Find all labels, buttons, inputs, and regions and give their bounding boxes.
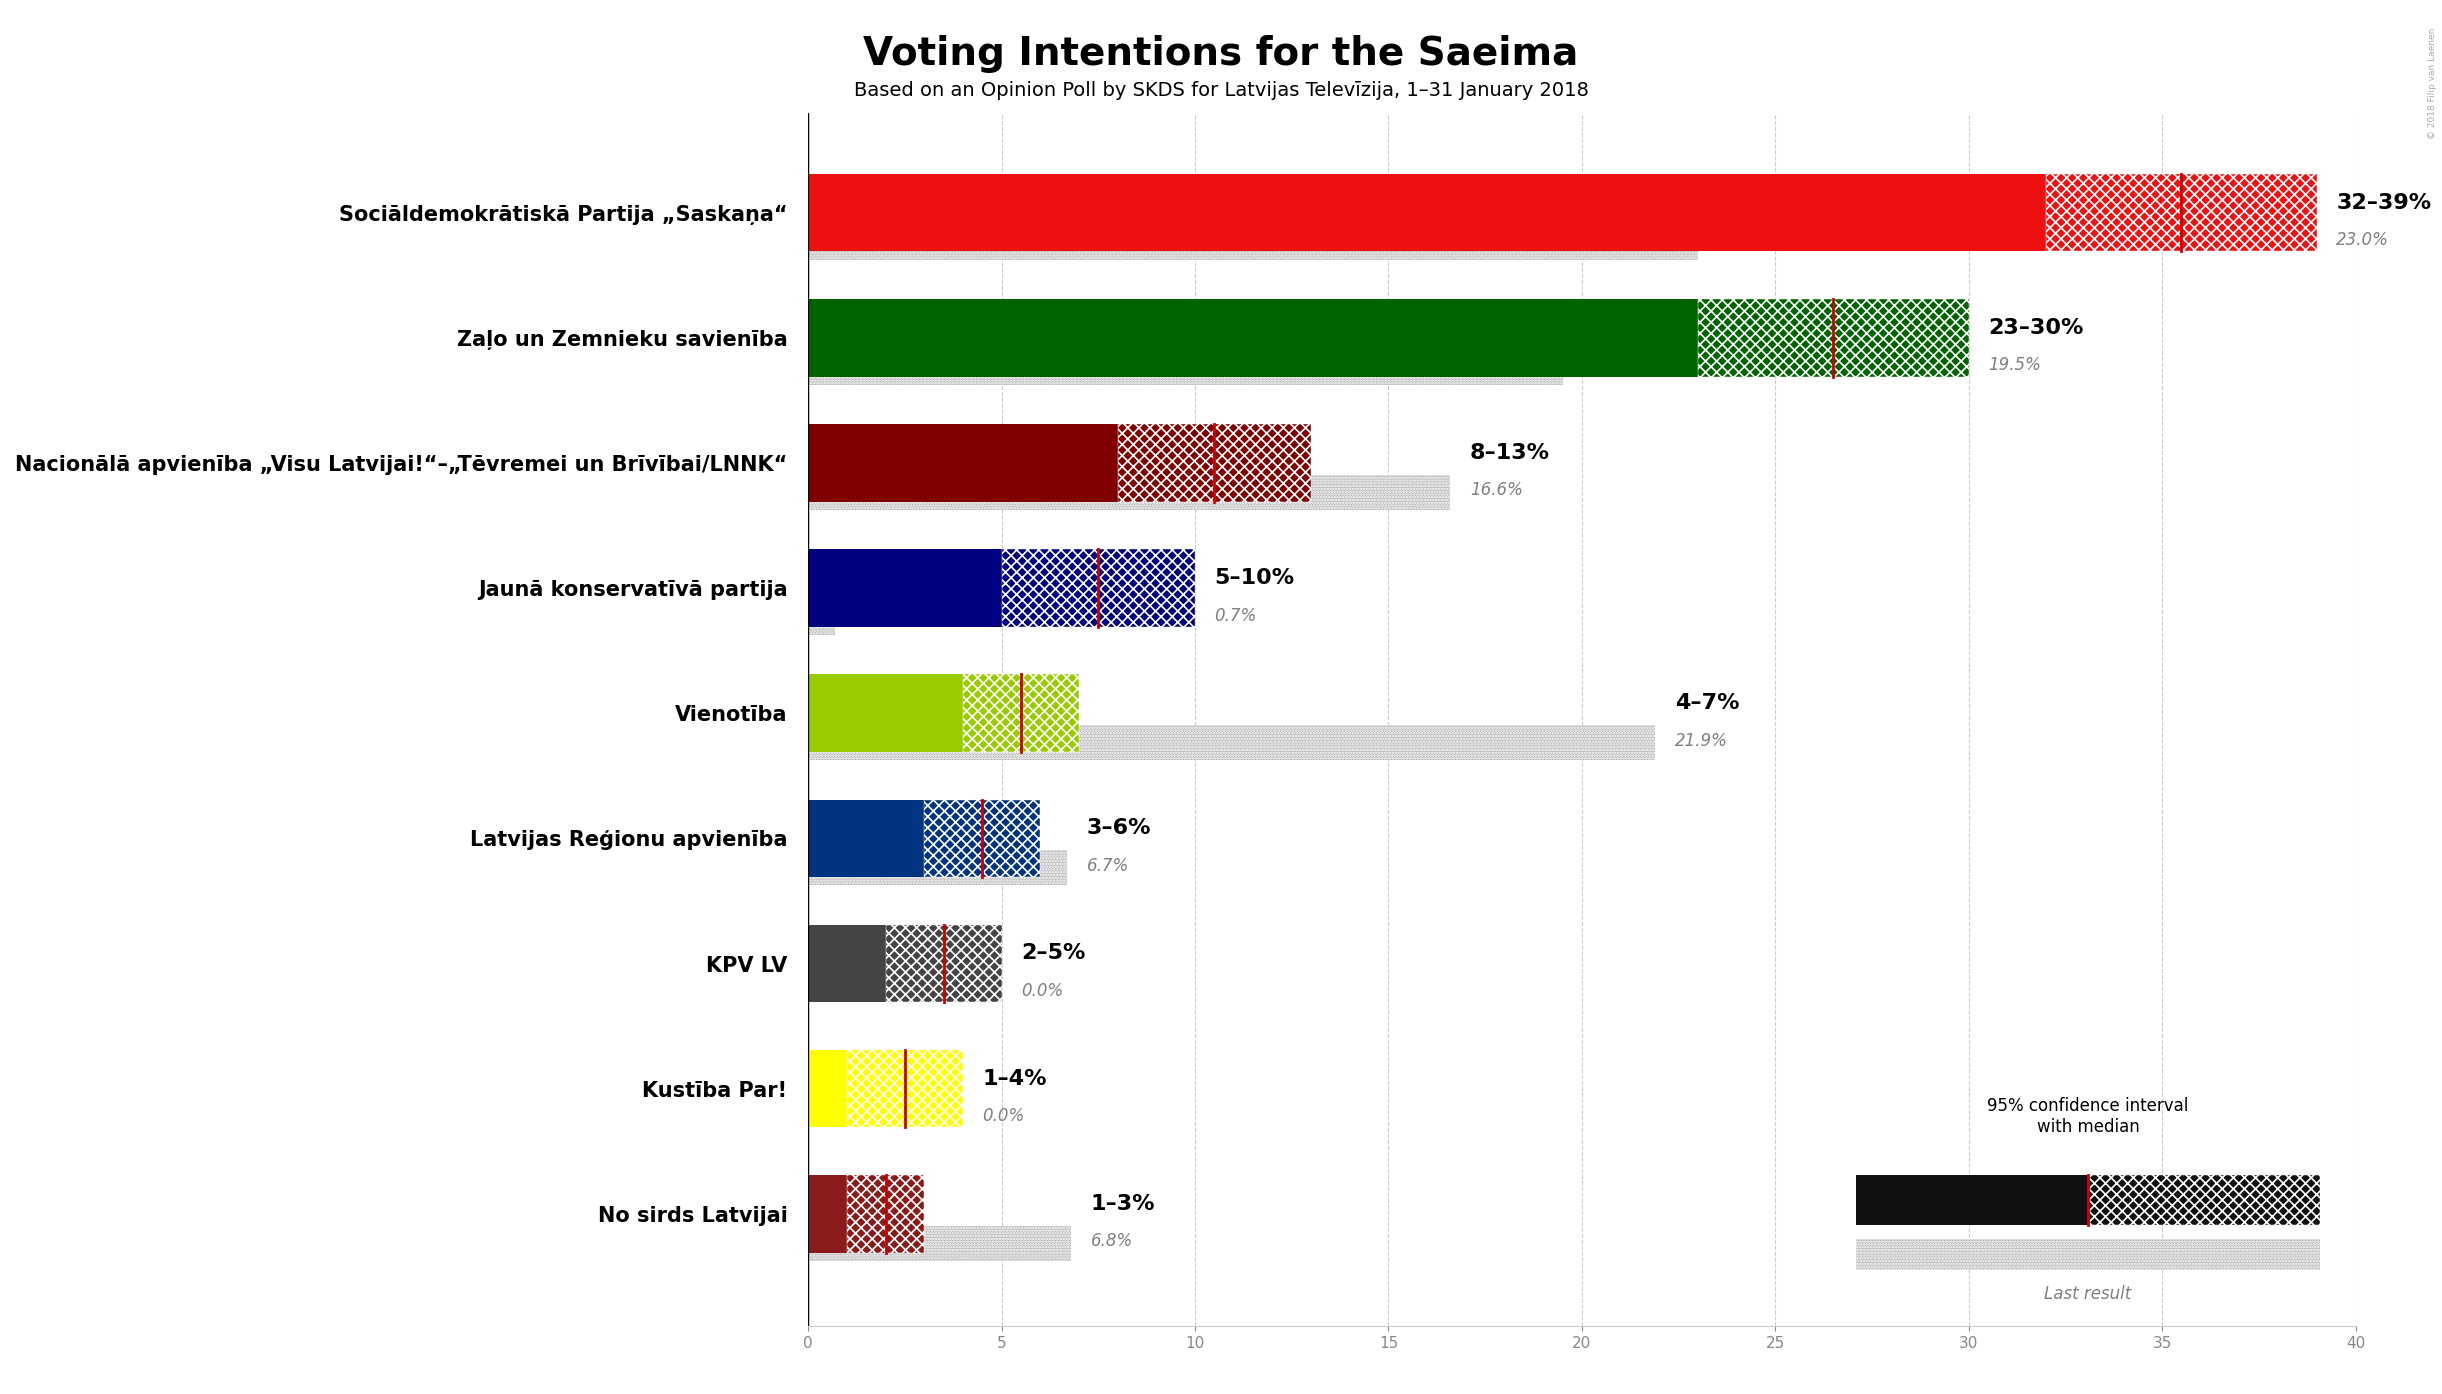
Bar (808, 475, 1451, 510)
Bar (808, 1175, 847, 1253)
Bar (808, 549, 1001, 627)
Bar (808, 924, 886, 1002)
Text: Based on an Opinion Poll by SKDS for Latvijas Televīzija, 1–31 January 2018: Based on an Opinion Poll by SKDS for Lat… (855, 81, 1587, 100)
Bar (808, 675, 962, 751)
Bar (808, 350, 1563, 385)
Text: 23–30%: 23–30% (1988, 318, 2083, 337)
Bar (808, 725, 1656, 760)
Text: Last result: Last result (2044, 1285, 2132, 1303)
Bar (923, 800, 1040, 877)
Bar (847, 1175, 923, 1253)
Bar (808, 475, 1451, 510)
Bar (847, 1050, 962, 1128)
Text: 95% confidence interval
with median: 95% confidence interval with median (1988, 1097, 2188, 1136)
Text: 16.6%: 16.6% (1470, 481, 1521, 499)
Bar (808, 300, 1697, 376)
Text: 6.7%: 6.7% (1087, 857, 1128, 875)
Bar (2088, 1175, 2320, 1225)
Bar (962, 675, 1079, 751)
Bar (1118, 424, 1311, 502)
Bar (808, 1225, 1072, 1260)
Text: 0.0%: 0.0% (1021, 981, 1062, 999)
Bar (808, 224, 1697, 259)
Text: © 2018 Filip van Laenen: © 2018 Filip van Laenen (2427, 28, 2437, 139)
Bar (808, 725, 1656, 760)
Text: 1–4%: 1–4% (982, 1069, 1048, 1089)
Text: 2–5%: 2–5% (1021, 944, 1084, 963)
Bar (1856, 1239, 2320, 1270)
Text: 5–10%: 5–10% (1214, 569, 1294, 588)
Text: 32–39%: 32–39% (2337, 192, 2432, 213)
Text: 21.9%: 21.9% (1675, 732, 1726, 750)
Bar (808, 1225, 1072, 1260)
Bar (808, 174, 2046, 251)
Text: 3–6%: 3–6% (1087, 818, 1150, 838)
Text: Voting Intentions for the Saeima: Voting Intentions for the Saeima (864, 35, 1578, 72)
Bar (808, 424, 1118, 502)
Bar (808, 601, 835, 636)
Text: 0.0%: 0.0% (982, 1107, 1026, 1125)
Bar (1697, 300, 1968, 376)
Bar (1001, 549, 1194, 627)
Bar (808, 601, 835, 636)
Bar (808, 850, 1067, 885)
Bar (808, 1050, 847, 1128)
Text: 8–13%: 8–13% (1470, 443, 1551, 463)
Bar (808, 224, 1697, 259)
Text: 19.5%: 19.5% (1988, 357, 2042, 375)
Bar (808, 850, 1067, 885)
Text: 4–7%: 4–7% (1675, 693, 1739, 714)
Bar (886, 924, 1001, 1002)
Text: 0.7%: 0.7% (1214, 606, 1258, 625)
Bar (808, 350, 1563, 385)
Bar (1856, 1175, 2088, 1225)
Bar (2046, 174, 2317, 251)
Bar (1856, 1239, 2320, 1270)
Text: 1–3%: 1–3% (1092, 1193, 1155, 1214)
Text: 23.0%: 23.0% (2337, 231, 2388, 250)
Text: 6.8%: 6.8% (1092, 1232, 1133, 1250)
Bar (808, 800, 923, 877)
